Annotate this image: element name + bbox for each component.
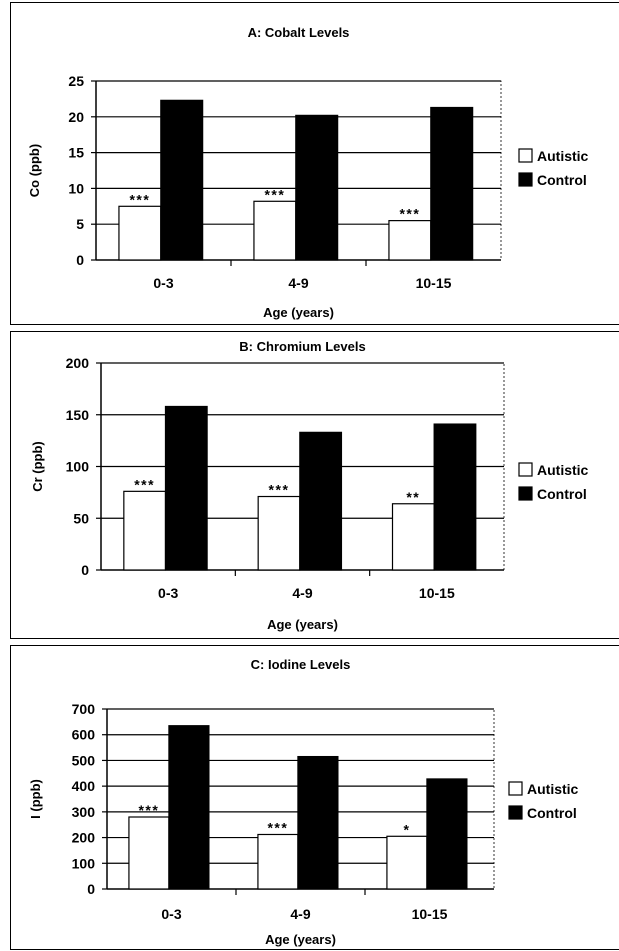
y-tick-label: 300 — [72, 804, 96, 820]
legend-swatch-control — [508, 805, 523, 820]
x-axis-label: Age (years) — [267, 617, 338, 632]
chart-title: A: Cobalt Levels — [248, 25, 350, 40]
bar-autistic-10-15 — [386, 835, 428, 890]
x-tick-label: 10-15 — [412, 906, 448, 922]
y-tick-label: 0 — [76, 252, 84, 268]
bar-autistic-10-15 — [391, 503, 435, 571]
chart-c: C: Iodine Levels0100200300400500600700**… — [28, 657, 579, 947]
significance-marker: *** — [267, 819, 288, 835]
x-tick-label: 0-3 — [161, 906, 181, 922]
bar-control-0-3 — [160, 99, 204, 261]
bar-control-0-3 — [164, 405, 208, 571]
y-tick-label: 5 — [76, 216, 84, 232]
bar-control-10-15 — [430, 106, 474, 261]
x-tick-label: 0-3 — [153, 275, 173, 291]
x-tick-label: 4-9 — [288, 275, 308, 291]
significance-marker: * — [403, 821, 410, 837]
significance-marker: *** — [269, 482, 290, 498]
x-axis-label: Age (years) — [263, 305, 334, 320]
legend-swatch-autistic — [508, 781, 523, 796]
significance-marker: *** — [399, 206, 420, 222]
bar-autistic-0-3 — [128, 816, 170, 890]
significance-marker: *** — [138, 802, 159, 818]
bar-control-4-9 — [299, 431, 343, 571]
bar-autistic-4-9 — [257, 833, 299, 890]
x-tick-label: 0-3 — [158, 585, 178, 601]
y-tick-label: 0 — [87, 881, 95, 897]
y-tick-label: 15 — [68, 145, 84, 161]
bar-autistic-0-3 — [118, 205, 162, 261]
significance-marker: ** — [406, 489, 420, 505]
legend-label-autistic: Autistic — [527, 781, 579, 797]
legend-swatch-autistic — [518, 148, 533, 163]
y-tick-label: 100 — [66, 459, 90, 475]
chart-title: B: Chromium Levels — [239, 339, 365, 354]
y-tick-label: 600 — [72, 727, 96, 743]
y-tick-label: 20 — [68, 109, 84, 125]
y-tick-label: 150 — [66, 407, 90, 423]
y-tick-label: 50 — [73, 510, 89, 526]
y-tick-label: 25 — [68, 73, 84, 89]
bar-control-10-15 — [426, 778, 468, 890]
y-tick-label: 400 — [72, 778, 96, 794]
legend-label-control: Control — [537, 172, 587, 188]
y-axis-label: I (ppb) — [28, 779, 43, 819]
y-tick-label: 700 — [72, 701, 96, 717]
x-tick-label: 4-9 — [290, 906, 310, 922]
legend-label-autistic: Autistic — [537, 462, 589, 478]
y-tick-label: 0 — [81, 562, 89, 578]
bar-control-4-9 — [295, 114, 339, 261]
y-tick-label: 500 — [72, 752, 96, 768]
y-tick-label: 200 — [66, 355, 90, 371]
significance-marker: *** — [264, 186, 285, 202]
chart-panel-c: C: Iodine Levels 0 100 200 300 400 500 600 700 **… — [10, 645, 619, 950]
chart-title: C: Iodine Levels — [251, 657, 351, 672]
legend-swatch-autistic — [518, 462, 533, 477]
legend-swatch-control — [518, 172, 533, 187]
bar-control-0-3 — [168, 725, 210, 890]
chart-b: B: Chromium Levels 0 50 100 150 200 *** 0-3 *** 4… — [30, 339, 589, 632]
bar-autistic-4-9 — [253, 200, 297, 261]
bar-autistic-0-3 — [123, 490, 167, 571]
bar-autistic-10-15 — [388, 220, 432, 261]
x-tick-label: 10-15 — [419, 585, 455, 601]
chart-panel-b: B: Chromium Levels 0 50 100 150 200 *** 0-3 *** 4… — [10, 331, 619, 639]
x-tick-label: 10-15 — [416, 275, 452, 291]
bar-autistic-4-9 — [257, 495, 301, 571]
bar-control-4-9 — [297, 755, 339, 890]
y-tick-label: 10 — [68, 180, 84, 196]
y-tick-label: 200 — [72, 830, 96, 846]
y-axis-label: Cr (ppb) — [30, 441, 45, 492]
significance-marker: *** — [129, 191, 150, 207]
legend-label-control: Control — [527, 805, 577, 821]
legend-swatch-control — [518, 486, 533, 501]
legend-label-control: Control — [537, 486, 587, 502]
significance-marker: *** — [134, 476, 155, 492]
x-tick-label: 4-9 — [292, 585, 312, 601]
chart-a: A: Cobalt Levels 0 5 10 15 20 25 *** 0-3 *** 4-9 **… — [27, 25, 589, 320]
y-tick-label: 100 — [72, 855, 96, 871]
x-axis-label: Age (years) — [265, 932, 336, 947]
legend-label-autistic: Autistic — [537, 148, 589, 164]
bar-control-10-15 — [433, 423, 477, 571]
y-axis-label: Co (ppb) — [27, 144, 42, 197]
chart-panel-a: A: Cobalt Levels 0 5 10 15 20 25 *** 0-3 *** 4-9 **… — [10, 2, 619, 325]
